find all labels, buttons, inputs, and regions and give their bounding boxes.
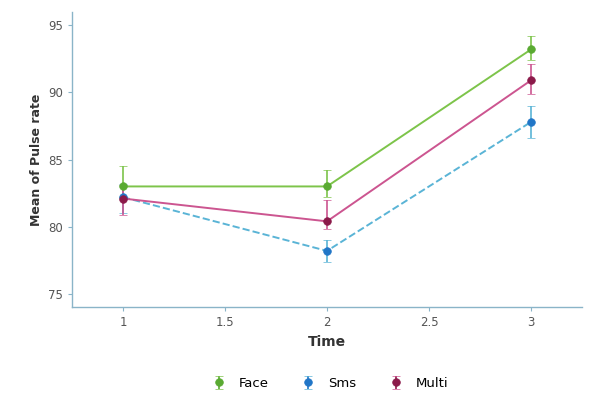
X-axis label: Time: Time <box>308 335 346 349</box>
Legend: Face, Sms, Multi: Face, Sms, Multi <box>202 373 452 394</box>
Y-axis label: Mean of Pulse rate: Mean of Pulse rate <box>29 93 43 226</box>
